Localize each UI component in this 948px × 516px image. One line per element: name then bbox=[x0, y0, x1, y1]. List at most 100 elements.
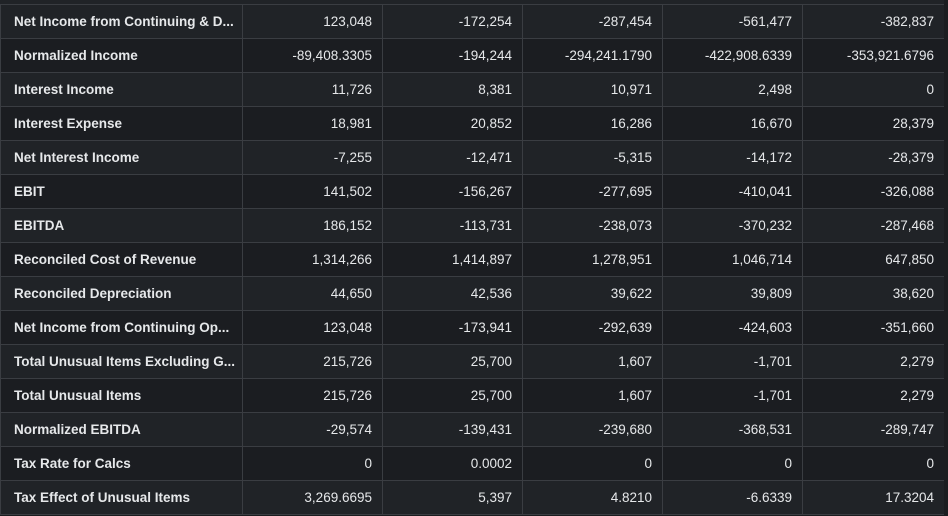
table-row[interactable]: Reconciled Cost of Revenue 1,314,266 1,414… bbox=[1, 243, 945, 277]
value-cell: -173,941 bbox=[383, 311, 523, 344]
row-label: Reconciled Cost of Revenue bbox=[1, 243, 243, 276]
value-cell: -287,468 bbox=[803, 209, 945, 242]
value-cell: 2,279 bbox=[803, 345, 945, 378]
table-row[interactable]: Tax Effect of Unusual Items 3,269.6695 5,3… bbox=[1, 481, 945, 515]
value-cell: 123,048 bbox=[243, 311, 383, 344]
value-cell: 0 bbox=[523, 447, 663, 480]
value-cell: 0 bbox=[803, 73, 945, 106]
value-cell: -239,680 bbox=[523, 413, 663, 446]
value-cell: 141,502 bbox=[243, 175, 383, 208]
value-cell: 1,414,897 bbox=[383, 243, 523, 276]
value-cell: -5,315 bbox=[523, 141, 663, 174]
table-row[interactable]: Interest Income 11,726 8,381 10,971 2,498 0 bbox=[1, 73, 945, 107]
value-cell: -28,379 bbox=[803, 141, 945, 174]
value-cell: -113,731 bbox=[383, 209, 523, 242]
value-cell: 2,279 bbox=[803, 379, 945, 412]
value-cell: -561,477 bbox=[663, 5, 803, 38]
value-cell: -294,241.1790 bbox=[523, 39, 663, 72]
value-cell: -6.6339 bbox=[663, 481, 803, 514]
value-cell: -277,695 bbox=[523, 175, 663, 208]
row-label: Tax Rate for Calcs bbox=[1, 447, 243, 480]
value-cell: -410,041 bbox=[663, 175, 803, 208]
value-cell: 1,314,266 bbox=[243, 243, 383, 276]
value-cell: -289,747 bbox=[803, 413, 945, 446]
table-row[interactable]: Net Interest Income -7,255 -12,471 -5,315 -1… bbox=[1, 141, 945, 175]
row-label: Normalized EBITDA bbox=[1, 413, 243, 446]
value-cell: 25,700 bbox=[383, 345, 523, 378]
row-label: Tax Effect of Unusual Items bbox=[1, 481, 243, 514]
value-cell: 39,809 bbox=[663, 277, 803, 310]
value-cell: -422,908.6339 bbox=[663, 39, 803, 72]
value-cell: 0 bbox=[663, 447, 803, 480]
value-cell: -14,172 bbox=[663, 141, 803, 174]
row-label: Normalized Income bbox=[1, 39, 243, 72]
value-cell: 28,379 bbox=[803, 107, 945, 140]
table-row[interactable]: Normalized EBITDA -29,574 -139,431 -239,680… bbox=[1, 413, 945, 447]
value-cell: 10,971 bbox=[523, 73, 663, 106]
value-cell: -424,603 bbox=[663, 311, 803, 344]
value-cell: -353,921.6796 bbox=[803, 39, 945, 72]
value-cell: 16,286 bbox=[523, 107, 663, 140]
value-cell: 5,397 bbox=[383, 481, 523, 514]
value-cell: 42,536 bbox=[383, 277, 523, 310]
value-cell: 1,607 bbox=[523, 379, 663, 412]
value-cell: 215,726 bbox=[243, 345, 383, 378]
table-row[interactable]: Normalized Income -89,408.3305 -194,244 -29… bbox=[1, 39, 945, 73]
value-cell: -1,701 bbox=[663, 379, 803, 412]
financials-table: Net Income from Continuing & D... 123,048… bbox=[0, 4, 945, 515]
value-cell: -292,639 bbox=[523, 311, 663, 344]
row-label: EBIT bbox=[1, 175, 243, 208]
row-label: Net Income from Continuing Op... bbox=[1, 311, 243, 344]
row-label: Reconciled Depreciation bbox=[1, 277, 243, 310]
value-cell: -172,254 bbox=[383, 5, 523, 38]
value-cell: -238,073 bbox=[523, 209, 663, 242]
value-cell: -194,244 bbox=[383, 39, 523, 72]
value-cell: 39,622 bbox=[523, 277, 663, 310]
value-cell: 11,726 bbox=[243, 73, 383, 106]
value-cell: -156,267 bbox=[383, 175, 523, 208]
table-header-edge bbox=[0, 0, 948, 4]
value-cell: 44,650 bbox=[243, 277, 383, 310]
row-label: EBITDA bbox=[1, 209, 243, 242]
table-row[interactable]: Interest Expense 18,981 20,852 16,286 16,670… bbox=[1, 107, 945, 141]
value-cell: 1,607 bbox=[523, 345, 663, 378]
table-row[interactable]: EBITDA 186,152 -113,731 -238,073 -370,232 -28… bbox=[1, 209, 945, 243]
row-label: Total Unusual Items bbox=[1, 379, 243, 412]
row-label: Net Income from Continuing & D... bbox=[1, 5, 243, 38]
row-label: Total Unusual Items Excluding G... bbox=[1, 345, 243, 378]
row-label: Interest Expense bbox=[1, 107, 243, 140]
value-cell: 1,046,714 bbox=[663, 243, 803, 276]
value-cell: 25,700 bbox=[383, 379, 523, 412]
value-cell: 0 bbox=[803, 447, 945, 480]
value-cell: -89,408.3305 bbox=[243, 39, 383, 72]
value-cell: 38,620 bbox=[803, 277, 945, 310]
table-row[interactable]: Tax Rate for Calcs 0 0.0002 0 0 0 bbox=[1, 447, 945, 481]
table-row[interactable]: EBIT 141,502 -156,267 -277,695 -410,041 -326,… bbox=[1, 175, 945, 209]
value-cell: 18,981 bbox=[243, 107, 383, 140]
value-cell: 16,670 bbox=[663, 107, 803, 140]
value-cell: 0 bbox=[243, 447, 383, 480]
value-cell: 8,381 bbox=[383, 73, 523, 106]
value-cell: 0.0002 bbox=[383, 447, 523, 480]
value-cell: 4.8210 bbox=[523, 481, 663, 514]
table-row[interactable]: Net Income from Continuing & D... 123,048… bbox=[1, 5, 945, 39]
table-row[interactable]: Total Unusual Items 215,726 25,700 1,607 -1,… bbox=[1, 379, 945, 413]
row-label: Net Interest Income bbox=[1, 141, 243, 174]
value-cell: -370,232 bbox=[663, 209, 803, 242]
scrollbar[interactable] bbox=[944, 0, 948, 516]
value-cell: 123,048 bbox=[243, 5, 383, 38]
value-cell: 3,269.6695 bbox=[243, 481, 383, 514]
value-cell: -12,471 bbox=[383, 141, 523, 174]
table-row[interactable]: Net Income from Continuing Op... 123,048-… bbox=[1, 311, 945, 345]
value-cell: 1,278,951 bbox=[523, 243, 663, 276]
value-cell: -139,431 bbox=[383, 413, 523, 446]
value-cell: 17.3204 bbox=[803, 481, 945, 514]
value-cell: 2,498 bbox=[663, 73, 803, 106]
value-cell: -326,088 bbox=[803, 175, 945, 208]
value-cell: -1,701 bbox=[663, 345, 803, 378]
table-row[interactable]: Total Unusual Items Excluding G... 215,72… bbox=[1, 345, 945, 379]
table-row[interactable]: Reconciled Depreciation 44,650 42,536 39,62… bbox=[1, 277, 945, 311]
value-cell: 186,152 bbox=[243, 209, 383, 242]
value-cell: 20,852 bbox=[383, 107, 523, 140]
value-cell: -351,660 bbox=[803, 311, 945, 344]
